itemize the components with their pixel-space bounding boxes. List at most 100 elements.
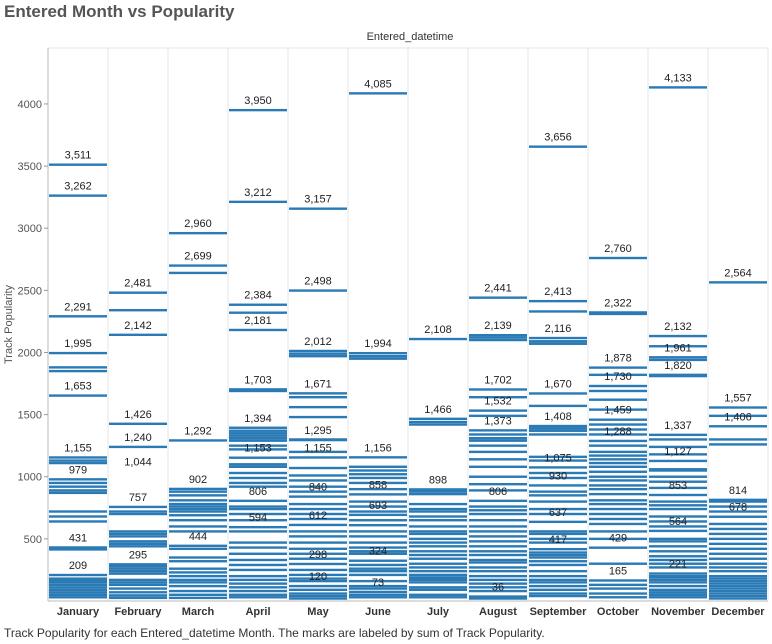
- tick-mark: [349, 487, 407, 491]
- tick-mark: [469, 545, 527, 548]
- tick-mark: [409, 586, 467, 589]
- tick-mark: [409, 545, 467, 548]
- tick-mark: [709, 425, 767, 428]
- tick-mark: [229, 432, 287, 435]
- value-label: 1,155: [304, 442, 332, 454]
- tick-mark: [529, 507, 587, 511]
- tick-mark: [709, 500, 767, 503]
- tick-mark: [349, 550, 407, 553]
- tick-mark: [169, 571, 227, 574]
- value-label: 2,760: [604, 243, 632, 255]
- tick-mark: [409, 507, 467, 511]
- tick-mark: [169, 231, 227, 235]
- tick-mark: [349, 546, 407, 549]
- value-label: 3,656: [544, 132, 572, 144]
- tick-mark: [529, 530, 587, 533]
- tick-mark: [589, 502, 647, 506]
- tick-mark: [409, 573, 467, 577]
- tick-mark: [289, 352, 347, 355]
- tick-mark: [229, 448, 287, 451]
- tick-mark: [589, 439, 647, 443]
- tick-mark: [649, 588, 707, 592]
- value-label: 444: [189, 531, 207, 543]
- tick-mark: [349, 493, 407, 496]
- tick-mark: [409, 423, 467, 426]
- tick-mark: [469, 558, 527, 562]
- tick-mark: [529, 581, 587, 584]
- pane-lines: [47, 47, 769, 602]
- tick-mark: [589, 418, 647, 421]
- column-header: Entered_datetime: [367, 31, 454, 43]
- tick-mark: [289, 207, 347, 210]
- tick-mark: [469, 578, 527, 582]
- tick-mark: [109, 333, 167, 337]
- value-label: 1,459: [604, 405, 632, 417]
- tick-mark: [169, 574, 227, 578]
- tick-mark: [469, 509, 527, 512]
- tick-mark: [709, 587, 767, 590]
- value-label: 298: [309, 549, 327, 561]
- tick-mark: [649, 572, 707, 575]
- tick-mark: [409, 417, 467, 421]
- value-label: 1,394: [244, 413, 272, 425]
- tick-mark: [589, 444, 647, 447]
- tick-mark: [709, 281, 767, 284]
- value-label: 429: [609, 533, 627, 545]
- tick-mark: [649, 459, 707, 463]
- tick-mark: [349, 510, 407, 513]
- tick-mark: [589, 530, 647, 533]
- tick-mark: [109, 530, 167, 533]
- tick-mark: [229, 388, 287, 391]
- chart-caption: Track Popularity for each Entered_dateti…: [4, 626, 545, 640]
- tick-mark: [289, 392, 347, 395]
- tick-mark: [529, 560, 587, 563]
- tick-mark: [349, 92, 407, 95]
- tick-mark: [49, 515, 107, 518]
- x-tick-label: July: [427, 606, 450, 618]
- tick-mark: [229, 108, 287, 112]
- tick-mark: [229, 444, 287, 447]
- value-label: 1,295: [304, 425, 332, 437]
- tick-mark: [589, 492, 647, 496]
- tick-mark: [349, 552, 407, 555]
- tick-mark: [589, 461, 647, 465]
- tick-mark: [589, 366, 647, 369]
- tick-mark: [469, 395, 527, 399]
- tick-mark: [289, 415, 347, 419]
- tick-mark: [49, 485, 107, 488]
- tick-mark: [349, 567, 407, 570]
- tick-mark: [289, 523, 347, 527]
- tick-mark: [109, 309, 167, 312]
- tick-mark: [109, 581, 167, 584]
- value-label: 2,699: [184, 251, 212, 263]
- tick-mark: [649, 438, 707, 441]
- tick-mark: [709, 505, 767, 508]
- value-label: 324: [369, 546, 387, 558]
- tick-mark: [589, 450, 647, 454]
- tick-mark: [49, 579, 107, 582]
- tick-mark: [529, 574, 587, 578]
- tick-mark: [229, 512, 287, 516]
- tick-mark: [229, 439, 287, 442]
- tick-mark: [169, 544, 227, 548]
- tick-mark: [289, 512, 347, 516]
- tick-mark: [649, 520, 707, 523]
- tick-mark: [49, 577, 107, 580]
- tick-mark: [709, 522, 767, 526]
- tick-mark: [49, 548, 107, 551]
- x-tick-label: October: [597, 606, 640, 618]
- tick-mark: [709, 406, 767, 409]
- tick-mark: [169, 439, 227, 442]
- tick-mark: [109, 445, 167, 449]
- tick-mark: [169, 525, 227, 528]
- tick-mark: [169, 530, 227, 533]
- tick-mark: [529, 424, 587, 428]
- tick-mark: [229, 563, 287, 567]
- tick-mark: [709, 510, 767, 513]
- value-label: 1,408: [544, 411, 572, 423]
- tick-mark: [589, 389, 647, 393]
- x-tick-label: May: [307, 606, 329, 618]
- tick-mark: [349, 569, 407, 573]
- y-tick-label: 4000: [18, 99, 42, 111]
- tick-mark: [709, 557, 767, 560]
